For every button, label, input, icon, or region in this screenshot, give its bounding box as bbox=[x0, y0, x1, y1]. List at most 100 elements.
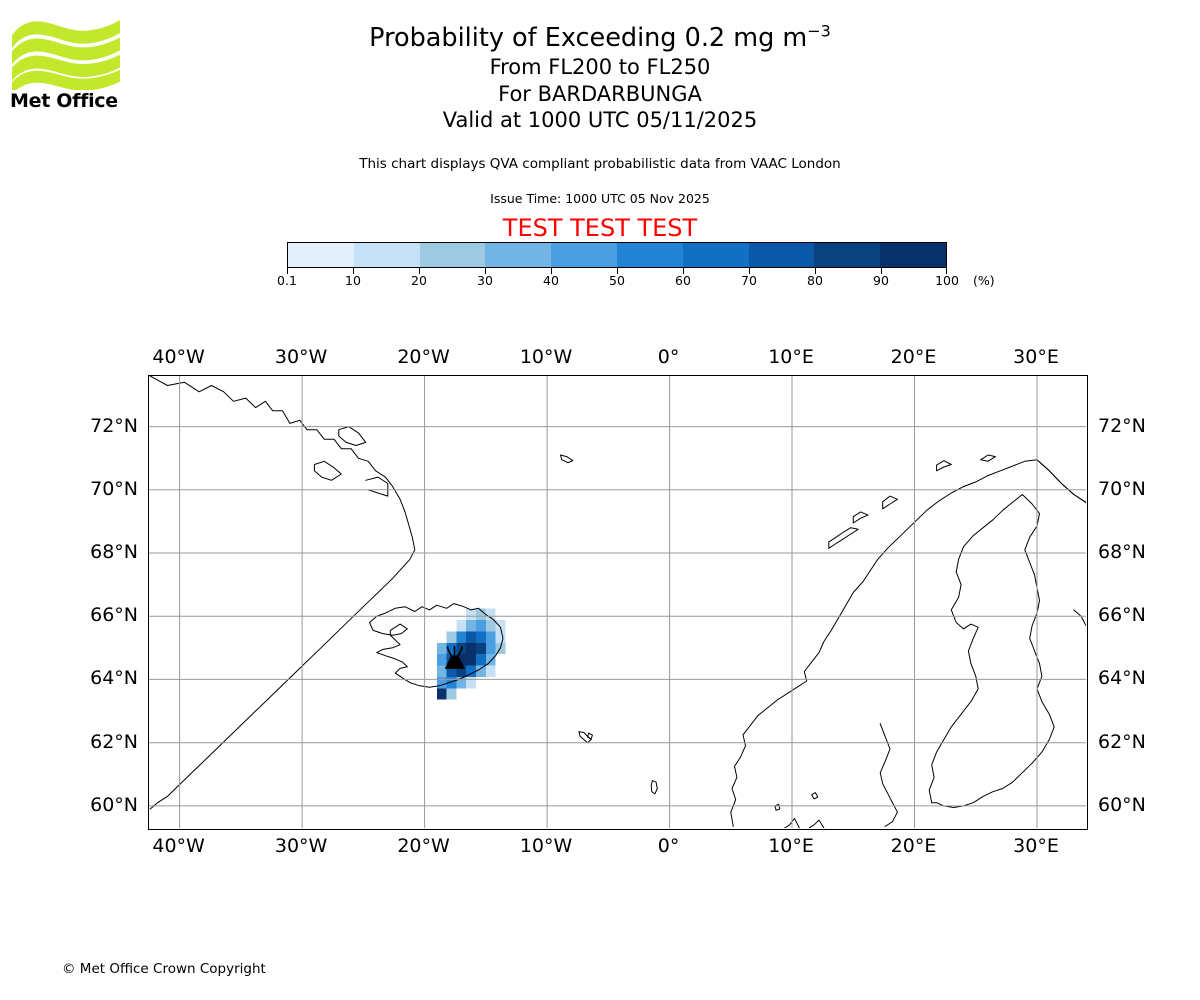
colorbar-tick-30 bbox=[485, 268, 486, 274]
colorbar-segment-8 bbox=[748, 243, 815, 267]
probability-cell bbox=[436, 688, 447, 700]
volcano-marker-icon bbox=[444, 645, 465, 669]
probability-cell bbox=[485, 620, 496, 632]
probability-cell bbox=[436, 665, 447, 677]
lon-label-bottom--20: 20°W bbox=[397, 835, 450, 857]
probability-cell bbox=[446, 665, 457, 677]
probability-cell bbox=[466, 620, 477, 632]
colorbar-label-20: 20 bbox=[411, 273, 427, 288]
coastline-path bbox=[149, 376, 416, 810]
probability-cell bbox=[446, 642, 457, 655]
lat-label-right-66: 66°N bbox=[1098, 604, 1146, 627]
valid-time-subtitle: Valid at 1000 UTC 05/11/2025 bbox=[442, 108, 758, 132]
colorbar-tick-20 bbox=[419, 268, 420, 274]
colorbar-tick-0.1 bbox=[287, 268, 288, 274]
colorbar-segment-5 bbox=[551, 243, 617, 267]
colorbar-tick-40 bbox=[551, 268, 552, 274]
chart-title-block: Probability of Exceeding 0.2 mg m−3 From… bbox=[0, 22, 1200, 134]
probability-cell bbox=[476, 620, 486, 632]
lat-label-right-70: 70°N bbox=[1098, 477, 1146, 500]
lat-label-right-62: 62°N bbox=[1098, 730, 1146, 753]
probability-cell bbox=[476, 654, 486, 666]
coastline-path bbox=[730, 459, 1086, 827]
probability-cell bbox=[476, 665, 486, 677]
coastline-path bbox=[365, 476, 389, 497]
lon-label-bottom-10: 10°E bbox=[768, 835, 814, 857]
colorbar-segment-6 bbox=[616, 243, 683, 267]
lon-label-bottom--30: 30°W bbox=[274, 835, 328, 857]
colorbar-tick-80 bbox=[815, 268, 816, 274]
logo-wave-2 bbox=[12, 37, 120, 65]
coastline-path bbox=[936, 460, 952, 472]
probability-cell bbox=[456, 676, 467, 689]
probability-cells bbox=[436, 608, 506, 700]
probability-cell bbox=[466, 642, 477, 655]
main-title-text: Probability of Exceeding 0.2 mg m bbox=[369, 23, 808, 53]
probability-cell bbox=[485, 642, 496, 655]
logo-wave-4 bbox=[12, 69, 120, 90]
lat-label-left-70: 70°N bbox=[90, 477, 138, 500]
coastline-path bbox=[928, 623, 979, 804]
coastline-path bbox=[650, 780, 658, 795]
colorbar-tick-70 bbox=[749, 268, 750, 274]
coastline-path bbox=[808, 819, 825, 828]
test-banner: TEST TEST TEST bbox=[502, 214, 698, 242]
probability-cell bbox=[466, 654, 477, 666]
lat-label-left-60: 60°N bbox=[90, 793, 138, 816]
coastline-path bbox=[980, 454, 996, 462]
colorbar-segment-4 bbox=[485, 243, 552, 267]
probability-cell bbox=[446, 676, 457, 689]
flight-level-subtitle: From FL200 to FL250 bbox=[489, 55, 711, 79]
page-title: Probability of Exceeding 0.2 mg m−3 bbox=[0, 22, 1200, 54]
colorbar-segment-10 bbox=[880, 243, 946, 267]
coastlines bbox=[149, 376, 1086, 828]
colorbar-label-0.1: 0.1 bbox=[277, 273, 297, 288]
lon-label-bottom-20: 20°E bbox=[890, 835, 937, 857]
lat-label-right-60: 60°N bbox=[1098, 793, 1146, 816]
graticule bbox=[149, 376, 1086, 828]
logo-wave-1 bbox=[12, 20, 120, 48]
probability-cell bbox=[466, 676, 477, 689]
coastline-path bbox=[1073, 609, 1086, 627]
colorbar-label-30: 30 bbox=[477, 273, 493, 288]
probability-cell bbox=[456, 665, 467, 677]
coastline-path bbox=[931, 494, 1055, 808]
colorbar-label-70: 70 bbox=[741, 273, 757, 288]
colorbar-unit-label: (%) bbox=[973, 273, 995, 288]
colorbar-tick-100 bbox=[946, 268, 947, 274]
coastline-path bbox=[774, 803, 781, 811]
issue-time-text: Issue Time: 1000 UTC 05 Nov 2025 bbox=[490, 191, 710, 206]
lat-label-left-68: 68°N bbox=[90, 541, 138, 563]
lon-label-top-20: 20°E bbox=[890, 346, 937, 368]
probability-cell bbox=[476, 608, 486, 621]
coastline-path bbox=[828, 527, 859, 549]
map-canvas bbox=[149, 376, 1086, 828]
probability-cell bbox=[446, 631, 457, 643]
lon-label-top--30: 30°W bbox=[274, 346, 328, 368]
probability-cell bbox=[456, 620, 467, 632]
coastline-path bbox=[578, 731, 592, 744]
volcano-glyph bbox=[444, 645, 465, 669]
lat-label-right-64: 64°N bbox=[1098, 667, 1146, 690]
lon-label-top--40: 40°W bbox=[152, 346, 205, 368]
colorbar-label-100: 100 bbox=[935, 273, 959, 288]
probability-cell bbox=[466, 608, 477, 621]
lon-label-bottom--10: 10°W bbox=[519, 835, 573, 857]
colorbar-segment-3 bbox=[419, 243, 486, 267]
lon-label-bottom-0: 0° bbox=[657, 835, 680, 857]
coastline-path bbox=[587, 732, 593, 740]
lat-label-left-64: 64°N bbox=[90, 667, 138, 690]
lat-label-left-66: 66°N bbox=[90, 604, 138, 627]
probability-cell bbox=[436, 676, 447, 689]
colorbar-label-80: 80 bbox=[807, 273, 823, 288]
coastline-path bbox=[338, 426, 367, 446]
colorbar-label-10: 10 bbox=[345, 273, 361, 288]
met-office-wave-mark bbox=[12, 20, 120, 90]
coastline-path bbox=[852, 511, 869, 524]
coastline-path bbox=[879, 723, 898, 827]
probability-cell bbox=[485, 608, 496, 621]
probability-cell bbox=[485, 665, 496, 677]
colorbar-tick-60 bbox=[683, 268, 684, 274]
colorbar-label-60: 60 bbox=[675, 273, 691, 288]
probability-cell bbox=[466, 665, 477, 677]
